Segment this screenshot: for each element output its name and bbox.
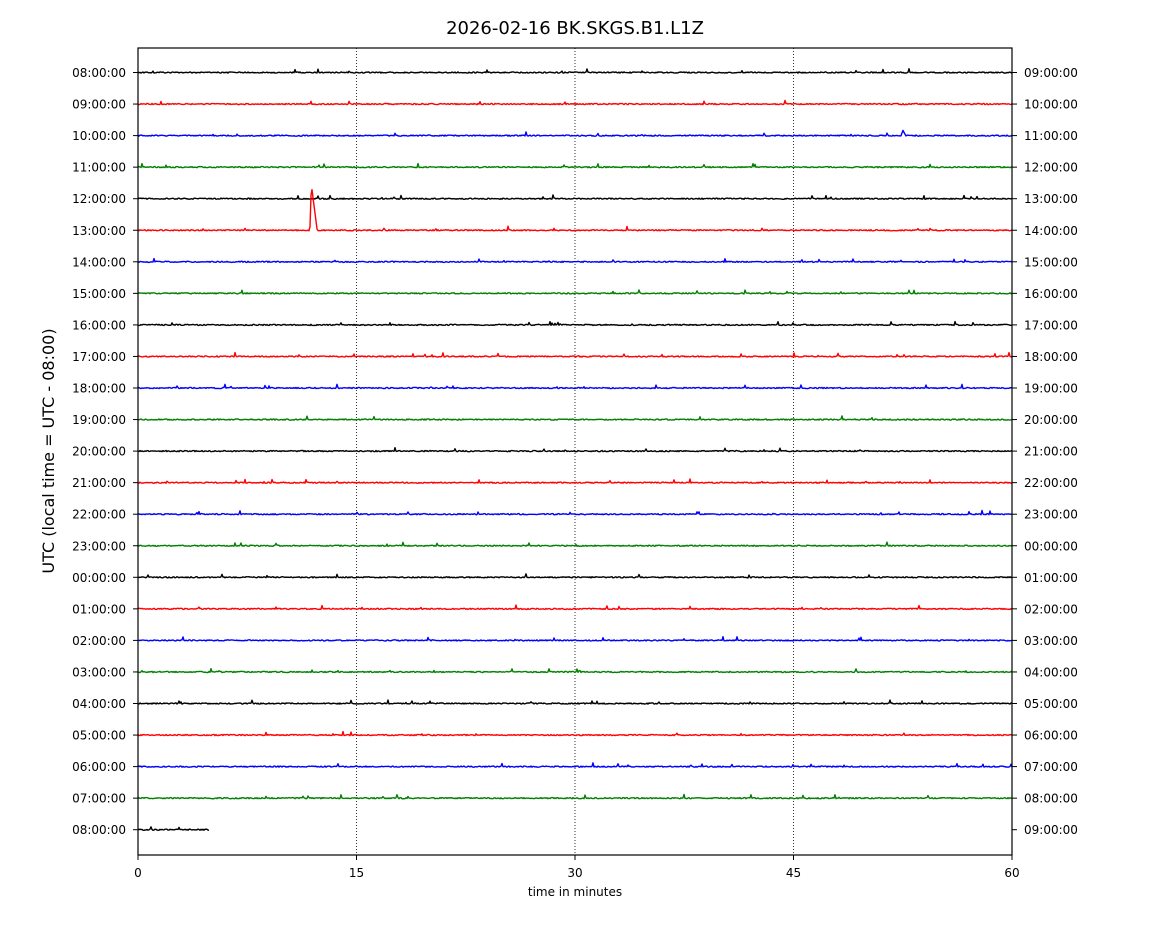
trace-3 bbox=[137, 162, 1013, 169]
trace-16 bbox=[137, 573, 1013, 579]
trace-9 bbox=[137, 351, 1013, 358]
trace-layer bbox=[137, 68, 1013, 831]
left-time-label: 01:00:00 bbox=[72, 602, 126, 616]
x-tick-label: 60 bbox=[1004, 866, 1019, 880]
trace-11 bbox=[137, 415, 1013, 421]
left-time-label: 13:00:00 bbox=[72, 224, 126, 238]
trace-12 bbox=[137, 447, 1013, 453]
left-time-label: 16:00:00 bbox=[72, 318, 126, 332]
left-time-label: 23:00:00 bbox=[72, 539, 126, 553]
tick-layer: 0 15 30 45 60 08:00:00 09:00:00 09:00:00 10:00:0… bbox=[72, 66, 1078, 880]
trace-5 bbox=[137, 188, 1013, 232]
right-time-label: 10:00:00 bbox=[1024, 98, 1078, 112]
trace-21 bbox=[137, 730, 1013, 737]
left-time-label: 02:00:00 bbox=[72, 634, 126, 648]
left-time-label: 19:00:00 bbox=[72, 413, 126, 427]
trace-18 bbox=[137, 635, 1013, 642]
right-time-label: 23:00:00 bbox=[1024, 508, 1078, 522]
right-time-label: 22:00:00 bbox=[1024, 476, 1078, 490]
right-time-label: 00:00:00 bbox=[1024, 539, 1078, 553]
trace-2 bbox=[137, 129, 1013, 137]
x-tick-label: 45 bbox=[786, 866, 801, 880]
right-time-label: 04:00:00 bbox=[1024, 665, 1078, 679]
right-time-label: 08:00:00 bbox=[1024, 792, 1078, 806]
left-time-label: 12:00:00 bbox=[72, 192, 126, 206]
grid-lines bbox=[356, 48, 794, 855]
trace-20 bbox=[137, 699, 1013, 705]
left-time-label: 00:00:00 bbox=[72, 571, 126, 585]
left-time-label: 10:00:00 bbox=[72, 129, 126, 143]
left-time-label: 15:00:00 bbox=[72, 287, 126, 301]
left-time-label: 08:00:00 bbox=[72, 823, 126, 837]
trace-6 bbox=[137, 257, 1013, 264]
trace-23 bbox=[137, 793, 1013, 800]
x-tick-label: 0 bbox=[134, 866, 142, 880]
left-time-label: 05:00:00 bbox=[72, 729, 126, 743]
right-time-label: 09:00:00 bbox=[1024, 823, 1078, 837]
left-time-label: 14:00:00 bbox=[72, 255, 126, 269]
left-time-label: 22:00:00 bbox=[72, 508, 126, 522]
trace-7 bbox=[137, 289, 1013, 295]
trace-4 bbox=[137, 194, 1013, 201]
right-time-label: 11:00:00 bbox=[1024, 129, 1078, 143]
right-time-label: 07:00:00 bbox=[1024, 760, 1078, 774]
plot-frame bbox=[137, 47, 1013, 856]
right-time-label: 09:00:00 bbox=[1024, 66, 1078, 80]
trace-0 bbox=[137, 68, 1013, 74]
right-time-label: 19:00:00 bbox=[1024, 382, 1078, 396]
right-time-label: 15:00:00 bbox=[1024, 255, 1078, 269]
x-tick-label: 15 bbox=[349, 866, 364, 880]
right-time-label: 06:00:00 bbox=[1024, 729, 1078, 743]
trace-8 bbox=[138, 320, 1013, 327]
chart-title: 2026-02-16 BK.SKGS.B1.L1Z bbox=[446, 18, 704, 39]
left-time-label: 06:00:00 bbox=[72, 760, 126, 774]
left-time-label: 04:00:00 bbox=[72, 697, 126, 711]
right-time-label: 21:00:00 bbox=[1024, 445, 1078, 459]
y-axis-label: UTC (local time = UTC - 08:00) bbox=[39, 328, 58, 573]
right-time-label: 20:00:00 bbox=[1024, 413, 1078, 427]
right-time-label: 18:00:00 bbox=[1024, 350, 1078, 364]
trace-24 bbox=[137, 826, 210, 831]
left-time-label: 09:00:00 bbox=[72, 98, 126, 112]
x-axis-label: time in minutes bbox=[528, 885, 622, 899]
left-time-label: 17:00:00 bbox=[72, 350, 126, 364]
left-time-label: 08:00:00 bbox=[72, 66, 126, 80]
right-time-label: 13:00:00 bbox=[1024, 192, 1078, 206]
trace-22 bbox=[137, 762, 1013, 768]
trace-14 bbox=[137, 509, 1013, 516]
trace-19 bbox=[137, 668, 1013, 674]
trace-10 bbox=[137, 383, 1013, 390]
left-time-label: 03:00:00 bbox=[72, 665, 126, 679]
trace-1 bbox=[137, 99, 1013, 106]
left-time-label: 07:00:00 bbox=[72, 792, 126, 806]
right-time-label: 17:00:00 bbox=[1024, 318, 1078, 332]
right-time-label: 02:00:00 bbox=[1024, 602, 1078, 616]
right-time-label: 14:00:00 bbox=[1024, 224, 1078, 238]
left-time-label: 20:00:00 bbox=[72, 445, 126, 459]
right-time-label: 05:00:00 bbox=[1024, 697, 1078, 711]
right-time-label: 03:00:00 bbox=[1024, 634, 1078, 648]
left-time-label: 18:00:00 bbox=[72, 382, 126, 396]
left-time-label: 11:00:00 bbox=[72, 161, 126, 175]
right-time-label: 12:00:00 bbox=[1024, 161, 1078, 175]
right-time-label: 01:00:00 bbox=[1024, 571, 1078, 585]
trace-13 bbox=[137, 478, 1013, 484]
x-tick-label: 30 bbox=[567, 866, 582, 880]
trace-17 bbox=[137, 604, 1013, 611]
left-time-label: 21:00:00 bbox=[72, 476, 126, 490]
trace-15 bbox=[137, 541, 1013, 548]
right-time-label: 16:00:00 bbox=[1024, 287, 1078, 301]
